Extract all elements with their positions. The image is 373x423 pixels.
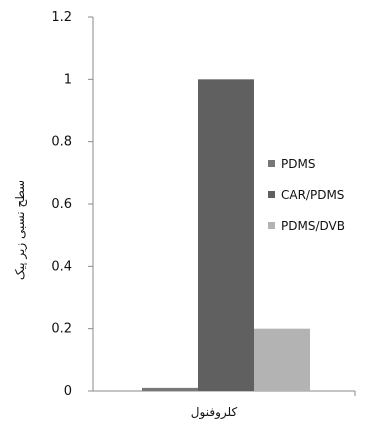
y-tick-label: 1 [64, 72, 72, 87]
bar-car-pdms [198, 79, 254, 391]
legend-swatch [268, 160, 275, 167]
bar-pdms-dvb [254, 328, 310, 391]
y-tick-label: 0.2 [51, 322, 72, 337]
y-tick-label: 0 [64, 384, 72, 399]
y-axis-label: سطح نسبی زیر پیک [13, 180, 28, 280]
legend-label: CAR/PDMS [281, 188, 344, 202]
legend-swatch [268, 222, 275, 229]
legend-swatch [268, 191, 275, 198]
bar-pdms [142, 387, 198, 391]
legend: PDMS CAR/PDMS PDMS/DVB [268, 157, 345, 233]
legend-label: PDMS [281, 157, 315, 171]
axes: 0 0.2 0.4 0.6 0.8 1 1.2 [51, 10, 356, 399]
y-tick-label: 0.6 [51, 197, 72, 212]
x-category-label: کلروفنول [191, 405, 238, 420]
y-tick-label: 0.8 [51, 135, 72, 150]
y-tick-label: 1.2 [51, 10, 72, 25]
legend-label: PDMS/DVB [281, 219, 345, 233]
bars: کلروفنول [142, 79, 310, 420]
y-tick-label: 0.4 [51, 259, 72, 274]
